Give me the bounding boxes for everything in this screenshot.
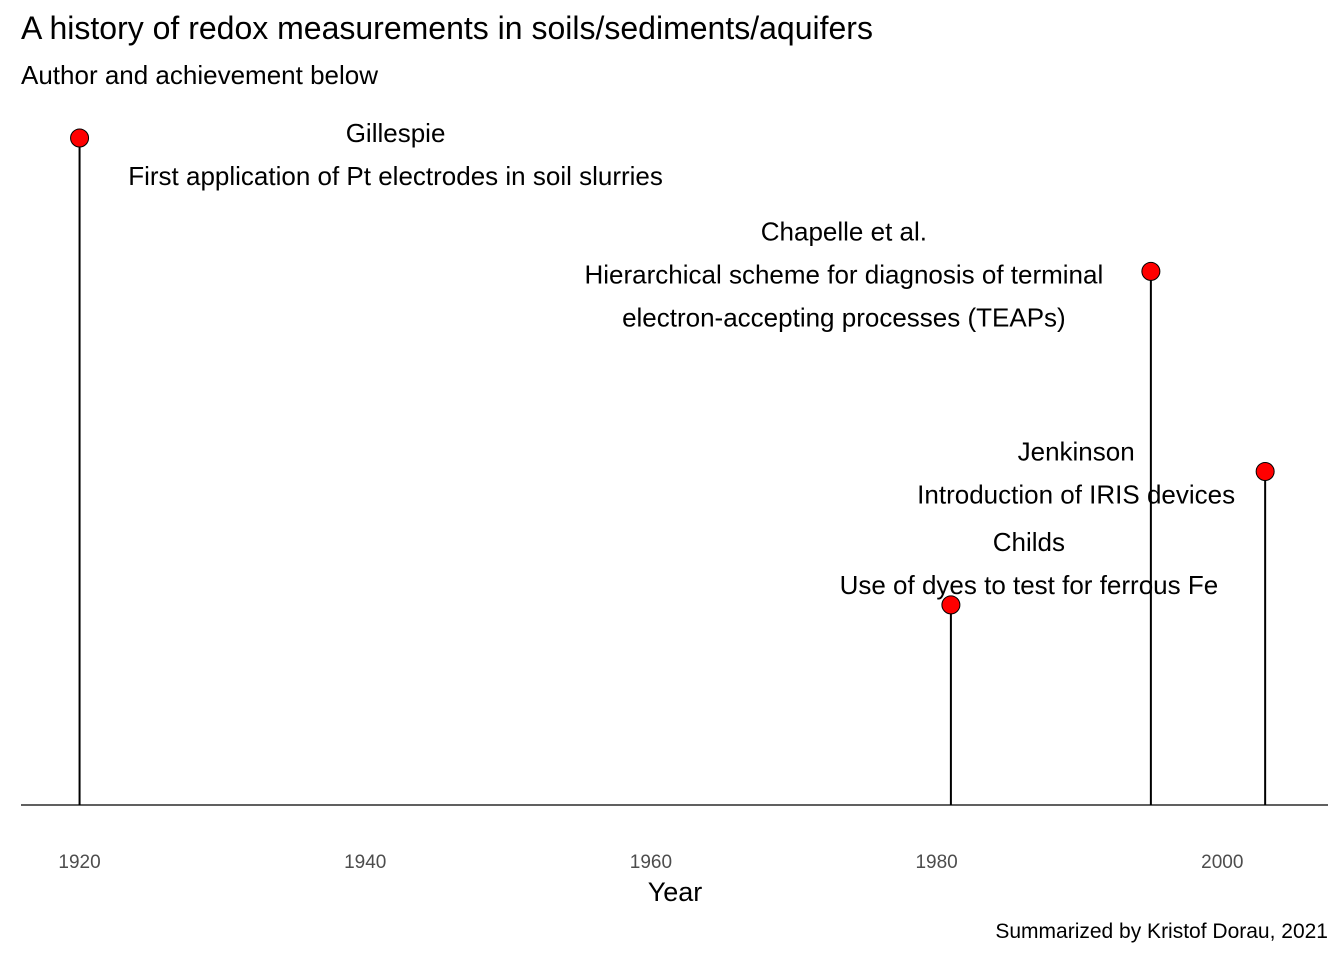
- chart-caption: Summarized by Kristof Dorau, 2021: [995, 920, 1328, 943]
- event-points: [70, 128, 1275, 615]
- x-tick-label: 1980: [915, 852, 957, 873]
- event-point: [941, 595, 961, 615]
- event-point: [1255, 462, 1275, 481]
- event-achievement-label: electron-accepting processes (TEAPs): [622, 302, 1066, 332]
- event-achievement-label: Introduction of IRIS devices: [917, 480, 1235, 510]
- x-tick-label: 1960: [630, 852, 672, 873]
- x-axis-title: Year: [648, 877, 703, 907]
- event-author-label: Chapelle et al.: [761, 216, 927, 246]
- event-achievement-label: First application of Pt electrodes in so…: [128, 161, 663, 191]
- x-tick-labels: 1920 1940 1960 1980 2000: [58, 852, 1243, 873]
- chart-title: A history of redox measurements in soils…: [21, 10, 873, 46]
- chart-subtitle: Author and achievement below: [21, 60, 379, 90]
- event-achievement-label: Use of dyes to test for ferrous Fe: [840, 570, 1219, 600]
- event-point: [70, 128, 90, 148]
- event-author-label: Childs: [993, 527, 1065, 557]
- x-tick-label: 1920: [58, 852, 100, 873]
- x-tick-label: 2000: [1201, 852, 1243, 873]
- event-author-label: Gillespie: [346, 118, 446, 148]
- x-tick-label: 1940: [344, 852, 386, 873]
- event-labels: Gillespie First application of Pt electro…: [128, 118, 1235, 600]
- event-achievement-label: Hierarchical scheme for diagnosis of ter…: [584, 259, 1103, 289]
- stems-layer: [78, 138, 1267, 805]
- event-author-label: Jenkinson: [1018, 437, 1135, 467]
- event-point: [1141, 261, 1161, 281]
